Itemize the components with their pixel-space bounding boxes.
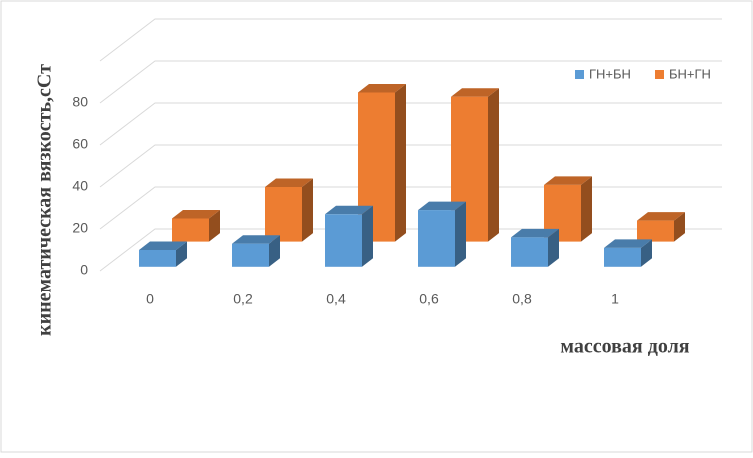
bar [325,214,362,267]
bar [604,247,641,267]
y-tick-label: 60 [72,136,88,152]
bar [418,210,455,267]
grid-line [99,18,722,62]
x-tick-label: 1 [611,291,619,307]
y-tick-label: 40 [72,178,88,194]
x-tick-label: 0,2 [233,291,253,307]
bar [139,250,176,267]
bar-top [232,235,280,244]
bar-top [604,239,652,248]
legend-swatch [655,70,664,79]
bar-top [511,228,559,238]
bar [265,187,302,242]
bar-side [302,178,313,242]
y-axis-title: кинематическая вязкость,сСт [34,64,56,336]
y-tick-label: 20 [72,220,88,236]
bar-top [637,212,685,221]
bar-top [139,241,187,250]
bar [637,220,674,242]
bar-side [455,201,466,267]
legend-label: БН+ГН [669,66,711,81]
bar-side [209,210,220,242]
x-tick-label: 0,6 [419,291,439,307]
legend-swatch [575,70,584,79]
bar-top [358,84,406,93]
bar-top [544,176,592,185]
bar-side [269,235,280,267]
bar [172,218,209,242]
bar-top [451,88,499,97]
bar-top [418,201,466,211]
bar-side [488,88,499,242]
bar-side [362,205,373,267]
bar-side [674,212,685,242]
x-tick-label: 0,8 [512,291,532,307]
bar-top [172,210,220,219]
grid-line [99,102,722,146]
bar-top [325,205,373,215]
y-tick-label: 80 [72,94,88,110]
bar-side [641,239,652,267]
bar-side [176,241,187,267]
bar [511,237,548,267]
x-tick-label: 0 [146,291,154,307]
grid-line [99,186,722,230]
bar-top [265,178,313,187]
grid-line [99,60,722,104]
bar [232,243,269,267]
bar-side [581,176,592,242]
x-tick-label: 0,4 [326,291,346,307]
bar-side [395,84,406,242]
grid-line [99,144,722,188]
bar-side [548,228,559,267]
legend-label: ГН+БН [589,66,631,81]
y-tick-label: 0 [80,262,88,278]
x-axis-title: массовая доля [560,336,689,358]
